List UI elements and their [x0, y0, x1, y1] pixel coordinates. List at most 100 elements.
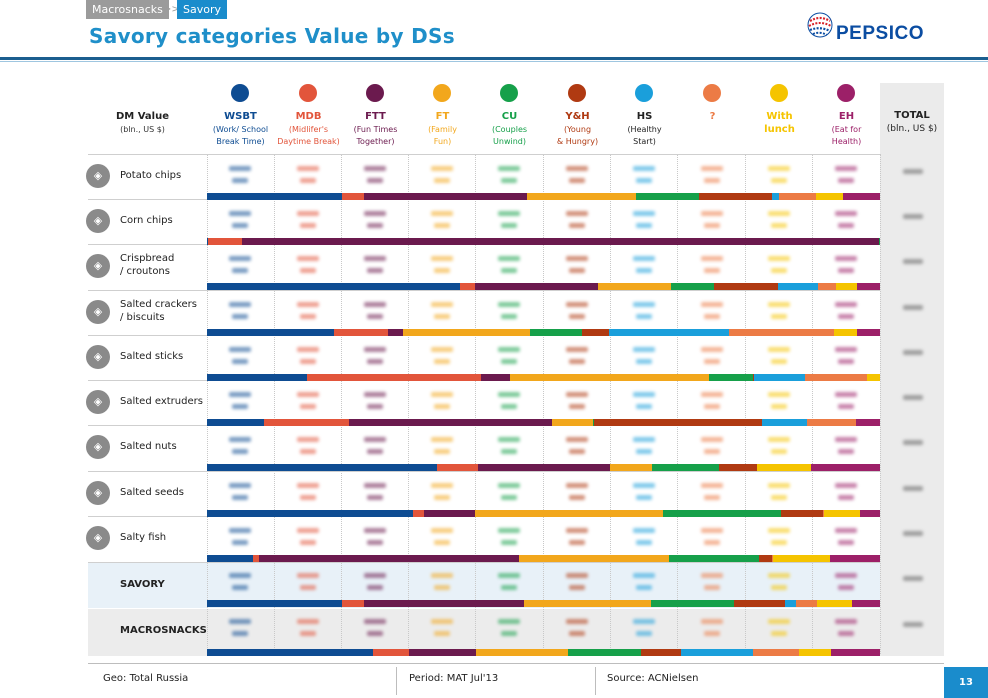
category-label-line1: Salted seeds [120, 487, 184, 498]
column-desc: (Work/ School [212, 125, 269, 134]
pepsico-globe-icon [807, 12, 833, 38]
bar-segment-cu [671, 283, 715, 290]
bar-segment-ft [610, 464, 652, 471]
page-title: Savory categories Value by DSs [89, 24, 455, 48]
row-7-value [297, 437, 319, 442]
breadcrumb-macrosnacks[interactable]: Macrosnacks [86, 0, 169, 19]
row-6-value [633, 392, 655, 397]
row-2-share [771, 223, 787, 228]
row-6-value [566, 392, 588, 397]
column-divider [543, 154, 544, 654]
bar-segment-ftt [363, 193, 527, 200]
category-label-line1: Salty fish [120, 532, 167, 543]
column-abbr: MDB [295, 111, 322, 122]
column-header-10: EH (Eat for Health) [813, 110, 880, 147]
salty-fish-icon: ◈ [86, 526, 110, 550]
bar-segment-with [824, 510, 860, 517]
row-5-value [633, 347, 655, 352]
bar-segment-with [834, 329, 858, 336]
savory-row-value [297, 573, 319, 578]
row-3-share [771, 268, 787, 273]
row-9-value [701, 528, 723, 533]
column-abbr: WSBT [224, 111, 257, 122]
row-2-share [704, 223, 720, 228]
savory-row-share [232, 585, 248, 590]
row-2-share [501, 223, 517, 228]
bar-segment-wsbt [207, 649, 374, 656]
column-abbr: EH [838, 111, 855, 122]
row-4-value [701, 302, 723, 307]
row-1-share [501, 178, 517, 183]
row-4-share [771, 314, 787, 319]
row-3-value [701, 256, 723, 261]
row-6-value [431, 392, 453, 397]
bar-segment-hs [771, 555, 773, 562]
column-header-3: FTT (Fun Times Together) [342, 110, 409, 147]
macrosnacks-row-share [569, 631, 585, 636]
row-3-value [364, 256, 386, 261]
column-header-7: HS (Healthy Start) [611, 110, 678, 147]
bar-segment-y&h [582, 329, 609, 336]
category-label: Corn chips [120, 214, 210, 227]
column-divider [207, 154, 208, 654]
bar-segment-cu [663, 510, 782, 517]
macrosnacks-row-value [498, 619, 520, 624]
row-2-total [903, 214, 923, 219]
macrosnacks-row-share [367, 631, 383, 636]
row-4-value [835, 302, 857, 307]
savory-row-share [367, 585, 383, 590]
column-color-dot [703, 84, 721, 102]
bar-segment-cu [651, 600, 734, 607]
bar-segment-with [799, 649, 831, 656]
column-color-dot [366, 84, 384, 102]
row-7-share [501, 449, 517, 454]
bar-segment-eh [851, 600, 880, 607]
bar-segment-wsbt [207, 374, 307, 381]
row-5-value [498, 347, 520, 352]
row-9-share [838, 540, 854, 545]
row-4-share [501, 314, 517, 319]
bar-segment-wsbt [207, 510, 413, 517]
row-6-value [835, 392, 857, 397]
row-5-share [704, 359, 720, 364]
bar-segment-y&h [593, 419, 763, 426]
dm-value-header: DM Value (bln., US $) [100, 111, 185, 134]
corn-chips-icon: ◈ [86, 209, 110, 233]
row-7-share [300, 449, 316, 454]
row-6-share-bar [207, 419, 880, 426]
row-5-value [229, 347, 251, 352]
row-1-total [903, 169, 923, 174]
column-desc: Daytime Break) [277, 137, 340, 146]
category-label-line1: Corn chips [120, 215, 173, 226]
row-2-value [835, 211, 857, 216]
row-9-share [569, 540, 585, 545]
row-5-value [701, 347, 723, 352]
bar-segment-wsbt [207, 193, 343, 200]
bar-segment-cu [530, 329, 583, 336]
row-1-value [835, 166, 857, 171]
column-abbr: HS [636, 111, 653, 122]
row-4-share-bar [207, 329, 880, 336]
bar-segment-eh [830, 555, 880, 562]
row-6-share [300, 404, 316, 409]
row-1-share [232, 178, 248, 183]
row-8-share [704, 495, 720, 500]
breadcrumb-savory[interactable]: Savory [177, 0, 227, 19]
row-7-value [701, 437, 723, 442]
bar-segment-ft [510, 374, 709, 381]
macrosnacks-row-share [771, 631, 787, 636]
bar-segment-eh [856, 283, 880, 290]
row-4-share [569, 314, 585, 319]
column-header-4: FT (Family Fun) [409, 110, 476, 147]
bar-segment-hs [753, 374, 805, 381]
macrosnacks-row-value [566, 619, 588, 624]
row-7-value [229, 437, 251, 442]
bar-segment-? [804, 374, 867, 381]
bar-segment-hs [777, 283, 819, 290]
savory-row-share [300, 585, 316, 590]
savory-row-share [838, 585, 854, 590]
bar-segment-ftt [241, 238, 879, 245]
column-divider [341, 154, 342, 654]
page-number: 13 [944, 667, 988, 698]
column-color-dot [299, 84, 317, 102]
